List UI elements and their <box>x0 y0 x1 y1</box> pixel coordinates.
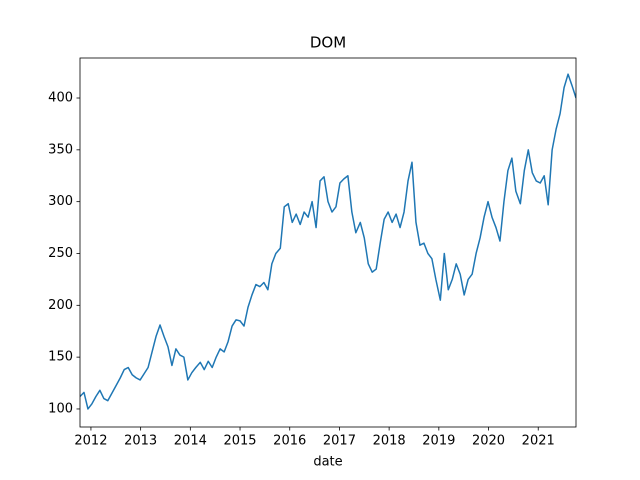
plot-frame <box>79 57 577 428</box>
x-tick-label: 2013 <box>124 434 157 449</box>
y-tick-label: 100 <box>48 401 73 416</box>
y-tick-label: 250 <box>48 246 73 261</box>
x-tick-label: 2014 <box>174 434 207 449</box>
y-tick-label: 200 <box>48 298 73 313</box>
y-tick-label: 400 <box>48 91 73 106</box>
x-tick-label: 2021 <box>522 434 555 449</box>
y-tick-label: 350 <box>48 142 73 157</box>
x-tick-label: 2019 <box>422 434 455 449</box>
y-tick-label: 150 <box>48 350 73 365</box>
y-tick-label: 300 <box>48 194 73 209</box>
x-tick-label: 2020 <box>472 434 505 449</box>
x-tick-label: 2016 <box>273 434 306 449</box>
x-tick-label: 2015 <box>223 434 256 449</box>
x-tick-label: 2017 <box>323 434 356 449</box>
x-tick-label: 2018 <box>373 434 406 449</box>
x-tick-label: 2012 <box>74 434 107 449</box>
data-line <box>80 73 576 410</box>
chart-title: DOM <box>310 34 346 52</box>
x-axis-label: date <box>313 455 342 470</box>
